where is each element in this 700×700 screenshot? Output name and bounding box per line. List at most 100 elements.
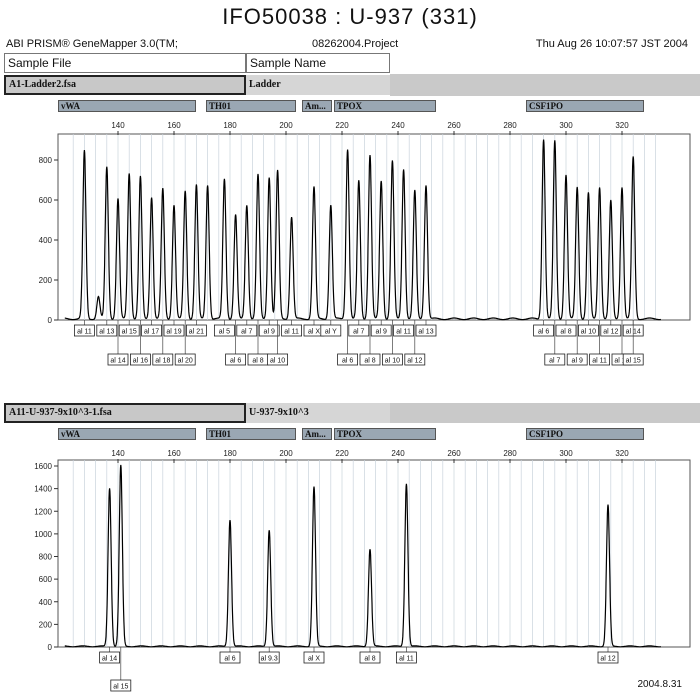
locus-csf1po-1[interactable]: CSF1PO xyxy=(526,100,644,112)
y-tick-label: 200 xyxy=(39,276,53,285)
allele-label: al 7 xyxy=(353,329,364,336)
y-tick-label: 800 xyxy=(39,156,53,165)
allele-label-box xyxy=(600,324,622,337)
allele-label-box xyxy=(320,324,342,337)
x-tick-label: 300 xyxy=(559,121,573,130)
y-tick-label: 1000 xyxy=(34,530,52,539)
y-tick-label: 600 xyxy=(39,575,53,584)
plot-frame xyxy=(57,459,691,648)
y-tick-label: 200 xyxy=(39,620,53,629)
allele-label: al 14 xyxy=(102,656,117,663)
allele-label-box xyxy=(381,353,403,366)
allele-label-box xyxy=(174,353,196,366)
project-name: 08262004.Project xyxy=(312,38,399,50)
y-tick-label: 800 xyxy=(39,553,53,562)
allele-label-box xyxy=(348,324,370,337)
allele-label: al 7 xyxy=(549,358,560,365)
locus-vwa-2[interactable]: vWA xyxy=(58,428,196,440)
allele-label-box xyxy=(337,353,359,366)
sample-gray-bar-2 xyxy=(390,403,700,423)
sample-file-1[interactable]: A1-Ladder2.fsa xyxy=(4,75,246,95)
allele-label: al 9 xyxy=(376,329,387,336)
x-tick-label: 180 xyxy=(223,121,237,130)
allele-label-box xyxy=(359,651,381,664)
locus-tpox-2[interactable]: TPOX xyxy=(334,428,436,440)
sample-file-header: Sample File xyxy=(4,53,246,73)
allele-label-box xyxy=(99,651,120,664)
allele-label-box xyxy=(303,651,325,664)
locus-vwa-1[interactable]: vWA xyxy=(58,100,196,112)
y-tick-label: 1200 xyxy=(34,507,52,516)
x-tick-label: 200 xyxy=(279,449,293,458)
x-tick-label: 220 xyxy=(335,449,349,458)
allele-label-box xyxy=(107,353,129,366)
allele-label: al 10 xyxy=(385,358,400,365)
locus-th01-2[interactable]: TH01 xyxy=(206,428,296,440)
x-tick-label: 160 xyxy=(167,121,181,130)
allele-label-box xyxy=(110,679,132,692)
allele-label: al 8 xyxy=(364,656,375,663)
footer-date: 2004.8.31 xyxy=(637,679,683,690)
sample-file-2[interactable]: A11-U-937-9x10^3-1.fsa xyxy=(4,403,246,423)
allele-label-box xyxy=(163,324,185,337)
allele-label: al 12 xyxy=(603,329,618,336)
y-tick-label: 0 xyxy=(48,643,53,652)
x-tick-label: 320 xyxy=(615,121,629,130)
allele-label: al 10 xyxy=(581,329,596,336)
allele-label: al Y xyxy=(325,329,337,336)
header-gray-bar xyxy=(390,74,700,96)
y-tick-label: 0 xyxy=(48,316,53,325)
allele-label: al 9 xyxy=(264,329,275,336)
trace-line xyxy=(64,139,661,321)
timestamp: Thu Aug 26 10:07:57 JST 2004 xyxy=(535,38,688,50)
allele-label-box xyxy=(258,651,280,664)
allele-label: al 8 xyxy=(364,358,375,365)
locus-amelogenin-1[interactable]: Am... xyxy=(302,100,332,112)
trace-line xyxy=(64,464,661,648)
allele-label: al X xyxy=(308,656,320,663)
allele-label-box xyxy=(258,324,280,337)
locus-csf1po-2[interactable]: CSF1PO xyxy=(526,428,644,440)
locus-tpox-1[interactable]: TPOX xyxy=(334,100,436,112)
allele-label-box xyxy=(395,651,417,664)
allele-label-box xyxy=(393,324,415,337)
locus-th01-1[interactable]: TH01 xyxy=(206,100,296,112)
allele-label: al 11 xyxy=(399,656,414,663)
x-tick-label: 240 xyxy=(391,449,405,458)
x-tick-label: 300 xyxy=(559,449,573,458)
allele-label: al 12 xyxy=(600,656,615,663)
allele-label-box xyxy=(533,324,554,337)
allele-label: al 10 xyxy=(270,358,285,365)
allele-label: al 6 xyxy=(538,329,549,336)
allele-label-box xyxy=(267,353,289,366)
x-tick-label: 280 xyxy=(503,121,517,130)
x-tick-label: 180 xyxy=(223,449,237,458)
allele-label: al 9.3 xyxy=(261,656,278,663)
allele-label: al 19 xyxy=(166,329,181,336)
x-tick-label: 140 xyxy=(111,449,125,458)
allele-label: al 13 xyxy=(418,329,433,336)
allele-label: al 15 xyxy=(122,329,137,336)
sample-name-1: Ladder xyxy=(246,75,390,95)
x-tick-label: 220 xyxy=(335,121,349,130)
y-tick-label: 400 xyxy=(39,598,53,607)
allele-label: al 15 xyxy=(626,358,641,365)
allele-label: al 7 xyxy=(241,329,252,336)
allele-label: al 17 xyxy=(144,329,159,336)
allele-label-box xyxy=(152,353,174,366)
software-name: ABI PRISM® GeneMapper 3.0(TM; xyxy=(6,38,178,50)
y-tick-label: 1400 xyxy=(34,485,52,494)
allele-label-box xyxy=(566,353,588,366)
allele-label: al 18 xyxy=(155,358,170,365)
allele-label-box xyxy=(118,324,140,337)
allele-label-box xyxy=(370,324,392,337)
allele-label: al 11 xyxy=(396,329,411,336)
allele-label: al 6 xyxy=(230,358,241,365)
page-title: IFO50038 : U-937 (331) xyxy=(222,4,478,29)
allele-label-box xyxy=(236,324,258,337)
allele-label: al 13 xyxy=(614,358,629,365)
allele-label: al 11 xyxy=(284,329,299,336)
allele-label-box xyxy=(281,324,303,337)
locus-amelogenin-2[interactable]: Am... xyxy=(302,428,332,440)
